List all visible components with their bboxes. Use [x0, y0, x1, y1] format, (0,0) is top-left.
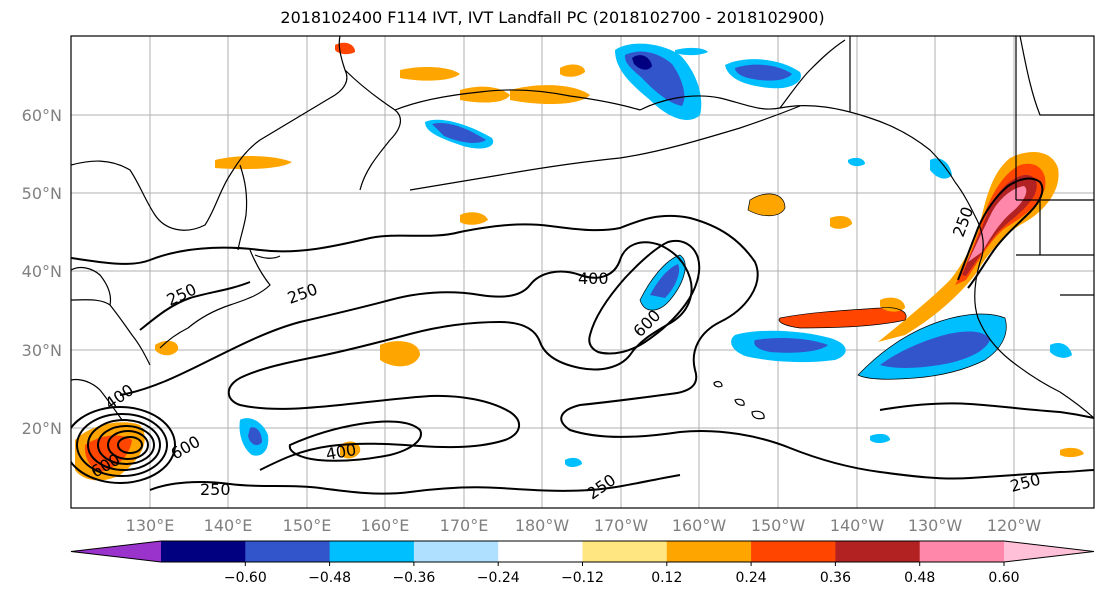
- ivt-contours: [71, 177, 1094, 495]
- lat-label: 50°N: [22, 184, 62, 203]
- colorbar-extension-high: [1004, 541, 1094, 562]
- lon-label: 170°W: [594, 516, 649, 535]
- lon-label: 140°W: [830, 516, 885, 535]
- contour-label-400: 400: [578, 269, 609, 288]
- colorbar-tick-label: −0.48: [308, 570, 351, 586]
- colorbar-tick-label: 0.60: [988, 570, 1019, 586]
- longitude-labels: 130°E 140°E 150°E 160°E 170°E 180°W 170°…: [126, 516, 1042, 535]
- colorbar-outline: [70, 540, 1095, 563]
- colorbar-tick-label: −0.12: [561, 570, 604, 586]
- lon-label: 130°W: [908, 516, 963, 535]
- colorbar-segment: [835, 541, 921, 562]
- colorbar-segment: [245, 541, 331, 562]
- colorbar-tick-label: 0.48: [904, 570, 935, 586]
- gridlines: [71, 36, 1094, 508]
- plot-frame: [70, 35, 1095, 509]
- contour-250-inner-south: [149, 474, 681, 495]
- lat-label: 60°N: [22, 106, 62, 125]
- lon-label: 180°W: [515, 516, 570, 535]
- colorbar-tick-label: −0.60: [224, 570, 267, 586]
- colorbar-tick-label: 0.24: [736, 570, 767, 586]
- contour-250-outer: [71, 214, 1094, 480]
- colorbar-segment: [666, 541, 752, 562]
- map-title: 2018102400 F114 IVT, IVT Landfall PC (20…: [280, 8, 825, 27]
- lat-label: 20°N: [22, 419, 62, 438]
- colorbar-segment: [329, 541, 415, 562]
- pc-outlines: [639, 193, 1007, 380]
- colorbar: [70, 540, 1095, 563]
- colorbar-segment: [919, 541, 1005, 562]
- cyclone-contours: [71, 406, 176, 484]
- ivt-anomaly-shading: [75, 42, 1084, 481]
- contour-250-east: [879, 402, 1094, 419]
- coastlines: [71, 36, 1094, 421]
- lon-label: 150°W: [751, 516, 806, 535]
- lat-label: 30°N: [22, 341, 62, 360]
- lon-label: 130°E: [126, 516, 175, 535]
- colorbar-tick-label: −0.24: [477, 570, 520, 586]
- colorbar-segment: [413, 541, 499, 562]
- colorbar-segment: [751, 541, 836, 562]
- colorbar-segment: [582, 541, 668, 562]
- contour-600-central: [588, 239, 701, 355]
- latitude-labels: 60°N 50°N 40°N 30°N 20°N: [22, 106, 62, 438]
- contour-250-coast: [957, 177, 1044, 289]
- lon-label: 140°E: [204, 516, 253, 535]
- lon-label: 120°W: [987, 516, 1042, 535]
- colorbar-tick-label: 0.12: [651, 570, 682, 586]
- lon-label: 150°E: [283, 516, 332, 535]
- colorbar-ticks: −0.60 −0.48 −0.36 −0.24 −0.12 0.12 0.24 0.36 0.4…: [224, 562, 1020, 586]
- colorbar-segment: [498, 541, 583, 562]
- colorbar-tick-label: 0.36: [820, 570, 851, 586]
- colorbar-extension-low: [71, 541, 161, 562]
- contour-400: [119, 241, 693, 471]
- colorbar-tick-label: −0.36: [392, 570, 435, 586]
- lon-label: 160°W: [672, 516, 727, 535]
- lat-label: 40°N: [22, 262, 62, 281]
- colorbar-segment: [161, 541, 246, 562]
- contour-250-west: [139, 281, 251, 331]
- contour-400-south: [288, 420, 422, 462]
- lon-label: 160°E: [361, 516, 410, 535]
- lon-label: 170°E: [440, 516, 489, 535]
- contour-label-250: 250: [200, 480, 231, 499]
